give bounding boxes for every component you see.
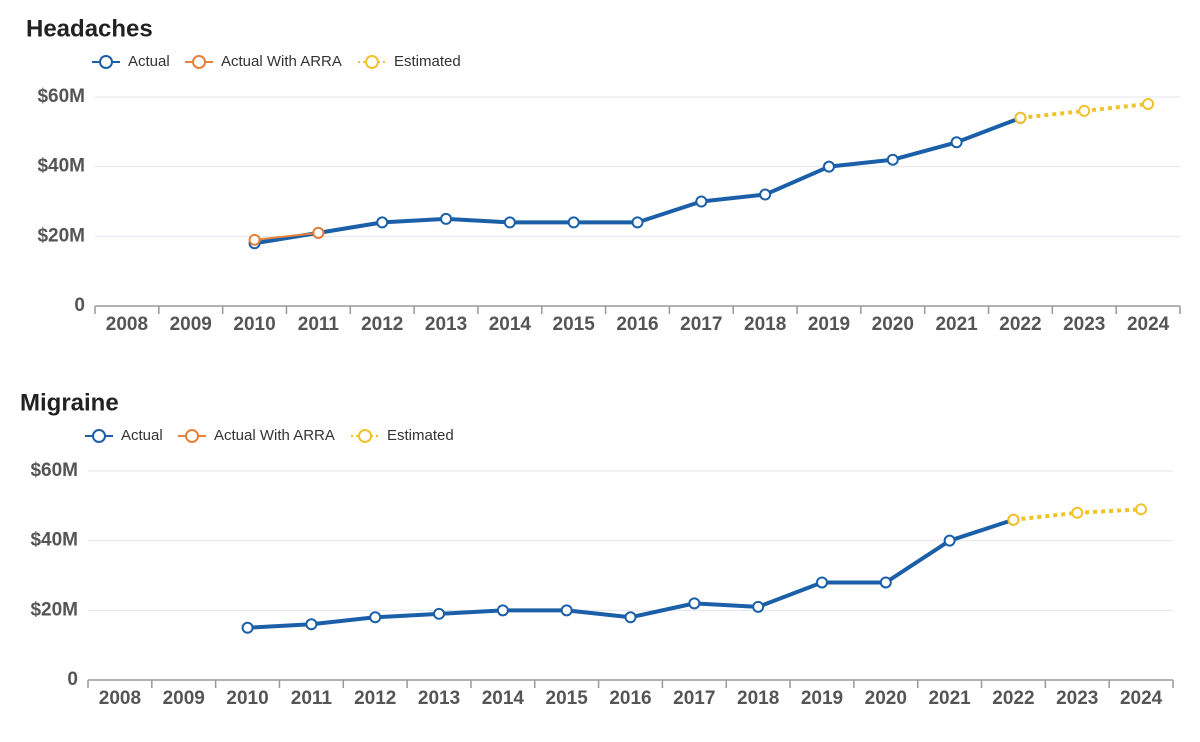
legend-item: Actual With ARRA [178,427,335,444]
y-tick-label: 0 [67,669,78,690]
data-point [624,611,637,624]
legend-item: Estimated [351,427,454,444]
x-tick-label: 2016 [609,688,651,709]
y-tick-label: $40M [30,530,78,551]
x-tick-label: 2008 [99,688,141,709]
legend-label: Actual [121,427,163,444]
y-tick-label: $60M [30,460,78,481]
x-tick-label: 2017 [680,314,722,335]
data-point [376,216,389,229]
legend-item: Actual With ARRA [185,53,342,70]
x-tick-label: 2019 [808,314,850,335]
data-point [815,576,828,589]
chart-title: Headaches [26,15,153,42]
x-tick-label: 2017 [673,688,715,709]
y-tick-label: 0 [74,295,85,316]
x-tick-label: 2020 [865,688,907,709]
data-point [1078,104,1091,117]
x-tick-label: 2011 [291,688,333,709]
x-tick-label: 2024 [1127,314,1170,335]
y-tick-label: $20M [30,599,78,620]
x-tick-label: 2016 [616,314,658,335]
x-tick-label: 2021 [935,314,978,335]
data-point [1142,97,1155,110]
data-point [759,188,772,201]
x-tick-label: 2012 [361,314,403,335]
data-point [560,604,573,617]
legend-item: Actual [92,53,170,70]
data-point [879,576,892,589]
legend-marker [358,429,372,443]
legend-marker [192,55,206,69]
legend-marker [365,55,379,69]
y-tick-label: $20M [37,225,85,246]
y-tick-label: $40M [37,156,85,177]
data-point [752,600,765,613]
x-tick-label: 2013 [418,688,460,709]
x-tick-label: 2013 [425,314,467,335]
y-tick-label: $60M [37,86,85,107]
legend-label: Estimated [387,427,454,444]
data-point [822,160,835,173]
x-tick-label: 2012 [354,688,396,709]
x-tick-label: 2008 [106,314,148,335]
legend-item: Estimated [358,53,461,70]
series-line [254,231,319,241]
data-point [241,621,254,634]
x-tick-label: 2014 [482,688,525,709]
x-tick-label: 2023 [1063,314,1105,335]
x-tick-label: 2018 [744,314,786,335]
data-point [305,618,318,631]
x-tick-label: 2018 [737,688,779,709]
legend-item: Actual [85,427,163,444]
data-point [695,195,708,208]
x-tick-label: 2014 [489,314,532,335]
x-tick-label: 2024 [1120,688,1163,709]
data-point [433,607,446,620]
data-point [248,233,261,246]
x-tick-label: 2021 [928,688,971,709]
legend-label: Actual [128,53,170,70]
x-tick-label: 2015 [553,314,596,335]
x-tick-label: 2022 [992,688,1034,709]
x-tick-label: 2023 [1056,688,1098,709]
data-point [950,136,963,149]
chart-title: Migraine [20,389,119,416]
x-tick-label: 2009 [170,314,212,335]
legend-marker [99,55,113,69]
data-point [1014,111,1027,124]
data-point [688,597,701,610]
legend-label: Estimated [394,53,461,70]
x-tick-label: 2020 [872,314,914,335]
data-point [369,611,382,624]
data-point [1071,506,1084,519]
legend-label: Actual With ARRA [214,427,335,444]
data-point [503,216,516,229]
x-tick-label: 2022 [999,314,1041,335]
legend-marker [185,429,199,443]
legend-marker [92,429,106,443]
data-point [567,216,580,229]
line-chart: Headaches Actual Actual With ARRA Estimated… [26,15,1181,335]
x-tick-label: 2010 [233,314,275,335]
data-point [886,153,899,166]
data-point [440,212,453,225]
data-point [496,604,509,617]
data-point [631,216,644,229]
data-point [943,534,956,547]
x-tick-label: 2011 [298,314,340,335]
data-point [1135,503,1148,516]
data-point [312,226,325,239]
x-tick-label: 2019 [801,688,843,709]
x-tick-label: 2009 [163,688,205,709]
x-tick-label: 2015 [546,688,589,709]
legend-label: Actual With ARRA [221,53,342,70]
x-tick-label: 2010 [226,688,268,709]
data-point [1007,513,1020,526]
